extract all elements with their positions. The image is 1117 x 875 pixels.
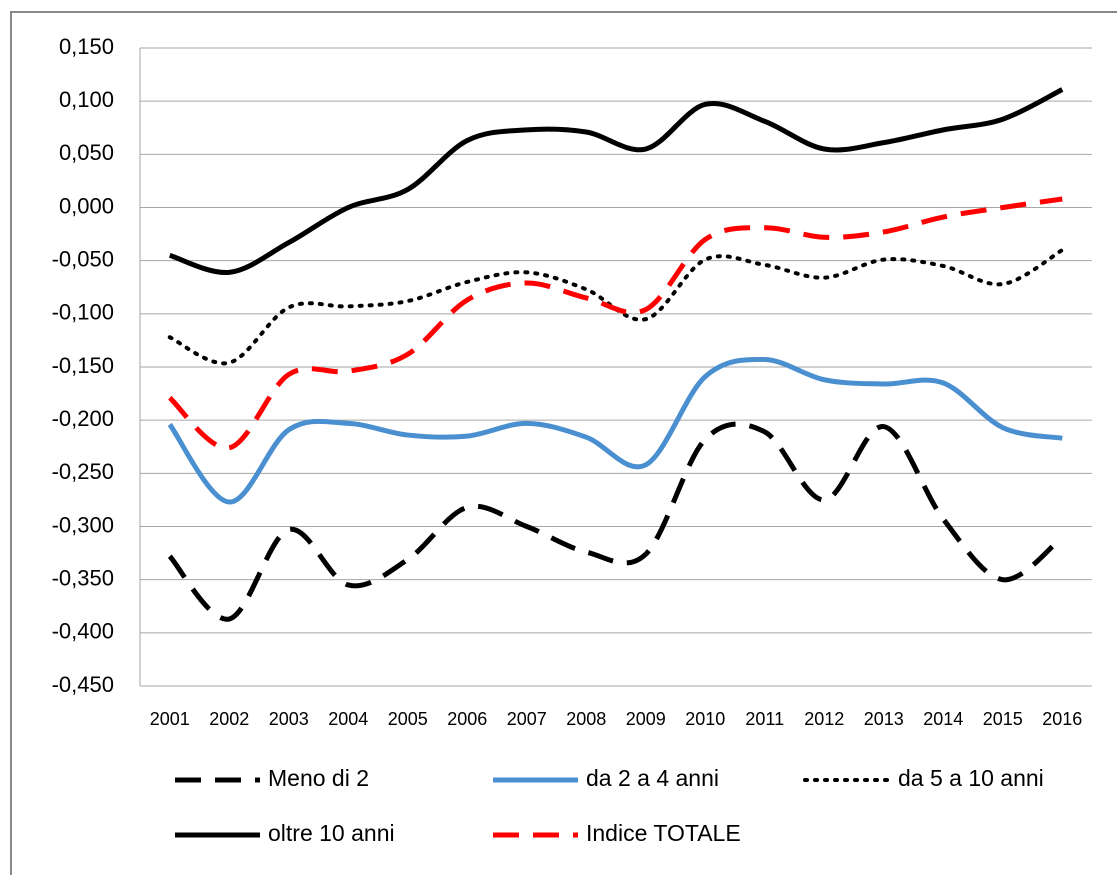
legend-label: Indice TOTALE — [586, 820, 741, 846]
x-tick-label: 2002 — [209, 709, 249, 729]
legend-label: da 5 a 10 anni — [898, 765, 1044, 791]
y-tick-label: 0,000 — [59, 193, 114, 218]
x-tick-label: 2007 — [507, 709, 547, 729]
x-tick-label: 2016 — [1042, 709, 1082, 729]
y-tick-label: -0,400 — [52, 619, 114, 644]
line-series — [167, 421, 1064, 622]
x-tick-label: 2006 — [447, 709, 487, 729]
x-tick-label: 2001 — [150, 709, 190, 729]
y-tick-label: -0,250 — [52, 459, 114, 484]
x-tick-label: 2011 — [745, 709, 784, 729]
x-tick-label: 2013 — [864, 709, 904, 729]
line-series — [167, 356, 1063, 505]
x-tick-label: 2009 — [626, 709, 666, 729]
y-tick-label: 0,150 — [59, 34, 114, 59]
chart-frame — [10, 11, 1117, 875]
legend-label: da 2 a 4 anni — [586, 765, 719, 791]
y-tick-label: -0,200 — [52, 406, 114, 431]
y-tick-label: -0,050 — [52, 246, 114, 271]
x-tick-label: 2010 — [685, 709, 725, 729]
y-tick-label: 0,100 — [59, 87, 114, 112]
x-tick-label: 2004 — [328, 709, 368, 729]
x-tick-label: 2005 — [388, 709, 428, 729]
x-tick-label: 2015 — [983, 709, 1023, 729]
y-tick-label: -0,100 — [52, 300, 114, 325]
y-tick-label: -0,350 — [52, 565, 114, 590]
line-series — [167, 248, 1065, 366]
y-tick-label: -0,450 — [52, 672, 114, 697]
legend-label: oltre 10 anni — [268, 820, 395, 846]
legend-label: Meno di 2 — [268, 765, 369, 791]
line-series — [168, 87, 1064, 275]
x-tick-label: 2012 — [804, 709, 844, 729]
y-tick-label: 0,050 — [59, 140, 114, 165]
x-tick-label: 2008 — [566, 709, 606, 729]
x-tick-label: 2014 — [923, 709, 963, 729]
x-tick-label: 2003 — [269, 709, 309, 729]
line-series — [168, 196, 1063, 451]
y-tick-label: -0,300 — [52, 512, 114, 537]
y-tick-label: -0,150 — [52, 353, 114, 378]
